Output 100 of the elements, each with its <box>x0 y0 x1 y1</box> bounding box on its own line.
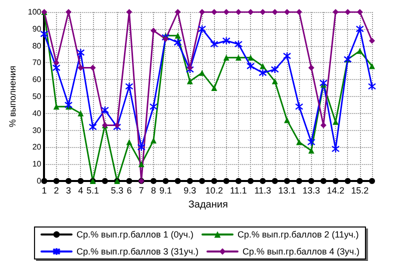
point <box>162 33 170 42</box>
point <box>235 54 242 61</box>
x-tick-label: 11.1 <box>230 186 247 196</box>
y-tick-label: 20 <box>32 142 42 152</box>
legend-label: Ср.% вып.гр.баллов 1 (0уч.) <box>76 230 194 240</box>
x-tick-label: 8 <box>150 186 156 196</box>
x-tick-label: 1 <box>42 186 47 196</box>
x-axis-title: Задания <box>188 199 228 210</box>
point <box>199 70 206 76</box>
point <box>296 139 302 146</box>
point <box>53 104 60 110</box>
point <box>64 100 73 110</box>
point <box>308 148 314 154</box>
point <box>248 54 254 61</box>
point <box>272 178 278 184</box>
point <box>125 82 134 90</box>
point <box>308 64 314 71</box>
point <box>260 63 266 70</box>
point <box>126 178 132 184</box>
point <box>126 139 132 146</box>
point <box>102 178 108 184</box>
point <box>211 85 218 92</box>
point <box>331 144 340 153</box>
y-tick-label: 10 <box>32 160 42 169</box>
point <box>174 32 181 39</box>
point <box>282 52 292 60</box>
x-tick-label: 2 <box>54 186 59 196</box>
point <box>53 178 60 184</box>
point <box>174 9 181 15</box>
point <box>356 9 363 15</box>
point <box>100 106 110 114</box>
point <box>211 178 218 184</box>
point <box>296 9 302 15</box>
point <box>186 78 193 84</box>
point <box>308 178 314 184</box>
x-tick-label: 13.3 <box>302 186 320 196</box>
point <box>52 64 60 72</box>
y-tick-label: 100 <box>28 8 42 16</box>
legend-label: Ср.% вып.гр.баллов 2 (11уч.) <box>237 230 359 240</box>
point <box>174 178 181 184</box>
point <box>88 122 97 132</box>
x-tick-label: 5.1 <box>86 186 100 196</box>
x-tick-label: 5.3 <box>110 186 124 196</box>
point <box>112 122 122 132</box>
point <box>284 117 290 124</box>
legend-label: Ср.% вып.гр.баллов 3 (31уч.) <box>76 246 199 256</box>
x-tick-label: 11.3 <box>254 186 272 196</box>
point <box>296 178 302 184</box>
point <box>248 178 254 184</box>
x-tick-label: 13.1 <box>278 186 296 196</box>
point <box>260 178 266 184</box>
point <box>138 161 144 168</box>
point <box>356 178 363 184</box>
legend-label: Ср.% вып.гр.баллов 4 (3уч.) <box>242 246 360 256</box>
point <box>369 63 375 70</box>
point <box>356 48 363 54</box>
point <box>344 178 351 184</box>
y-tick-label: 80 <box>32 41 42 50</box>
point <box>234 40 243 48</box>
point <box>78 178 84 184</box>
x-tick-label: 9.1 <box>159 186 172 196</box>
point <box>223 178 230 184</box>
point <box>40 30 48 38</box>
point <box>41 178 48 184</box>
x-tick-label: 9.3 <box>184 186 196 196</box>
point <box>258 68 267 77</box>
point <box>210 40 218 48</box>
point <box>320 178 326 184</box>
point <box>246 62 255 70</box>
point <box>332 178 339 184</box>
x-tick-label: 7 <box>138 186 144 196</box>
point <box>150 28 156 34</box>
x-tick-label: 3 <box>66 186 72 196</box>
point <box>369 178 375 184</box>
point <box>356 24 364 33</box>
point <box>295 102 304 111</box>
x-tick-label: 10.2 <box>205 186 223 196</box>
y-tick-label: 90 <box>32 24 42 34</box>
point <box>199 178 206 184</box>
y-tick-label: 0 <box>36 176 42 186</box>
point <box>149 102 158 111</box>
point <box>260 9 266 15</box>
y-tick-label: 70 <box>32 58 42 68</box>
point <box>186 65 194 74</box>
point <box>186 178 193 184</box>
point <box>319 78 328 88</box>
point <box>198 24 206 33</box>
point <box>162 178 169 184</box>
point <box>235 178 242 184</box>
point <box>150 178 156 184</box>
point <box>344 9 351 15</box>
x-tick-label: 4 <box>78 186 84 196</box>
y-tick-label: 30 <box>32 126 42 135</box>
point <box>78 110 84 116</box>
y-axis-title: % выполнения <box>8 66 18 128</box>
point <box>272 78 278 84</box>
y-tick-label: 40 <box>32 108 42 118</box>
x-tick-label: 6 <box>126 186 132 196</box>
point <box>307 138 316 146</box>
point <box>66 178 72 184</box>
